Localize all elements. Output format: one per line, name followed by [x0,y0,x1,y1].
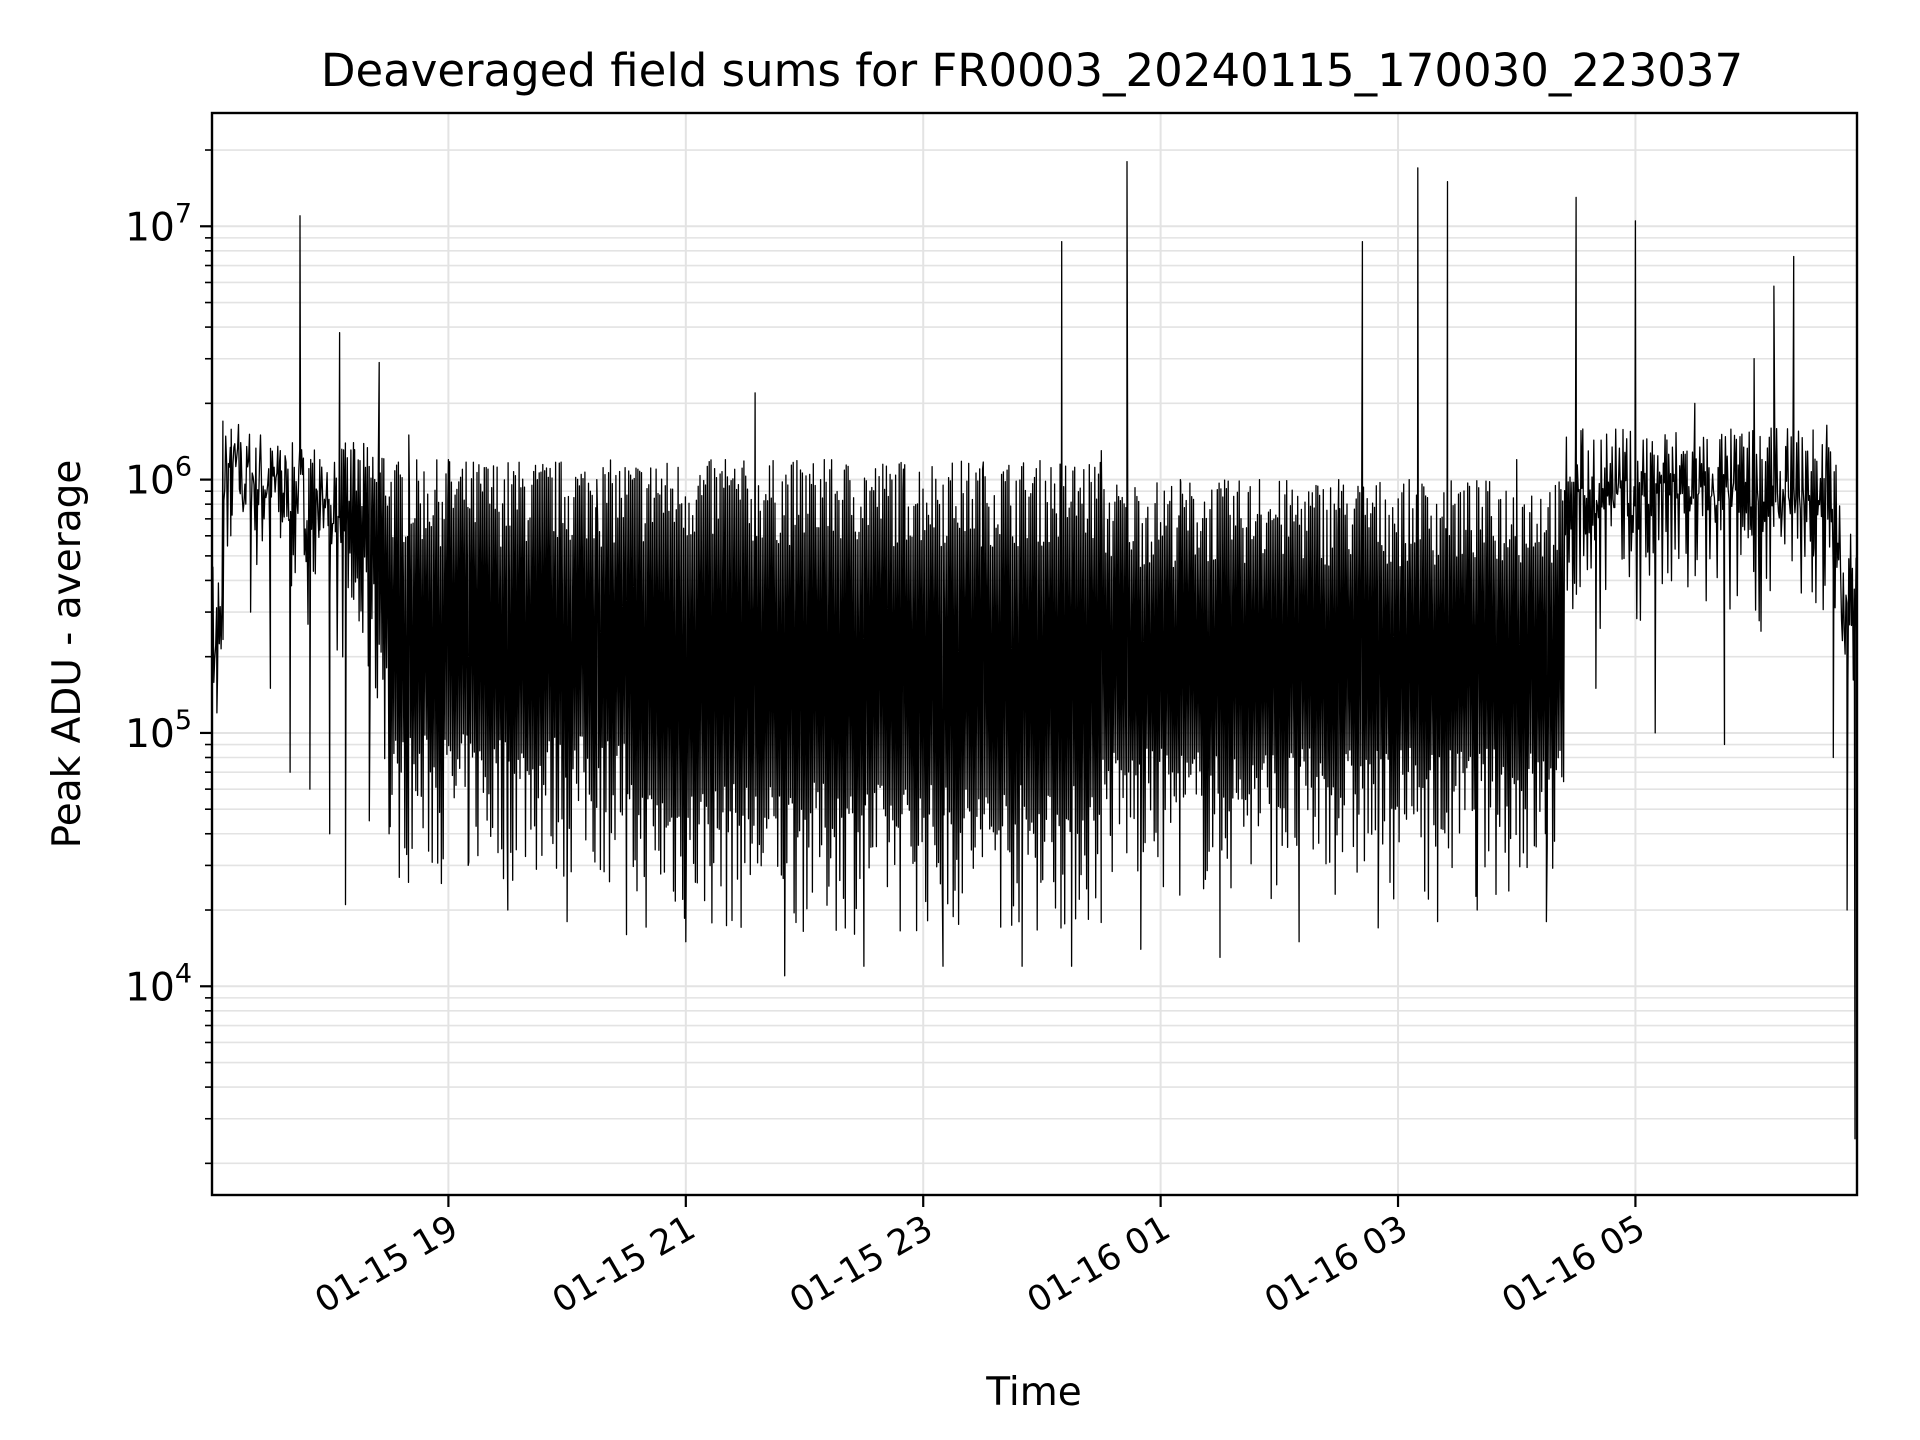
y-tick-label: 105 [125,705,192,757]
series-line [212,160,1857,1140]
y-tick-label: 106 [125,452,192,504]
axes-frame [210,111,1859,1197]
x-axis-label: Time [985,1370,1081,1415]
plot-area [212,160,1857,1140]
y-axis-label: Peak ADU - average [45,460,90,849]
y-tick-label: 107 [125,198,192,250]
y-axis: 104 105 106 107 [125,149,212,1165]
y-tick-label: 104 [125,958,192,1010]
chart-title: Deaveraged field sums for FR0003_2024011… [321,44,1743,97]
